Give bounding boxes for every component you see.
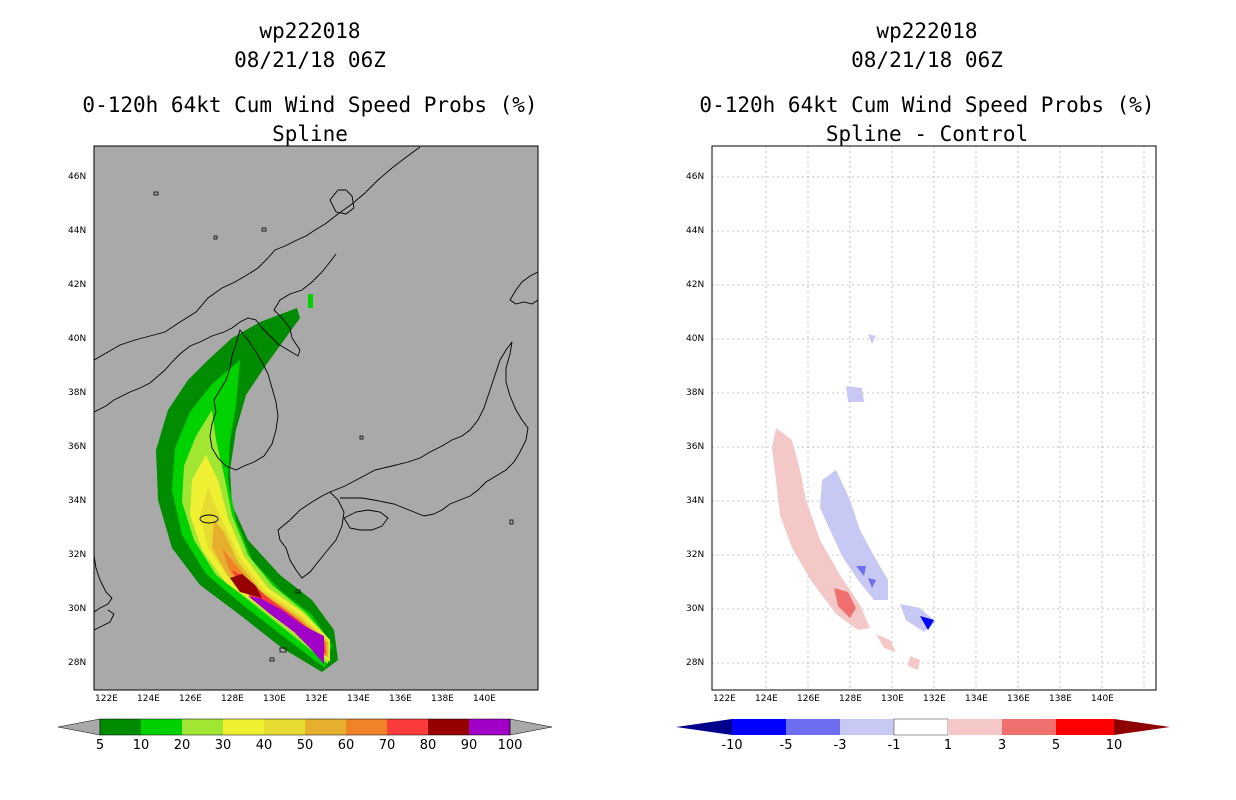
method-name: Spline - Control (825, 122, 1029, 146)
init-time: 08/21/18 06Z (851, 48, 1003, 72)
lat-tick-label: 34N (68, 496, 87, 506)
lat-tick-label: 30N (68, 604, 87, 614)
lat-tick-label: 42N (68, 280, 87, 290)
colorbar-label: -1 (887, 738, 901, 753)
colorbar-label: 100 (497, 738, 523, 753)
lon-tick-label: 126E (179, 694, 202, 704)
lon-tick-label: 134E (965, 694, 988, 704)
lon-tick-label: 130E (263, 694, 286, 704)
lon-tick-label: 136E (1007, 694, 1030, 704)
lat-tick-label: 40N (68, 334, 87, 344)
lat-tick-label: 38N (68, 388, 87, 398)
product-name: 0-120h 64kt Cum Wind Speed Probs (%) (699, 93, 1155, 117)
lon-tick-label: 128E (839, 694, 862, 704)
lat-tick-label: 44N (686, 226, 705, 236)
colorbar-label: 50 (296, 738, 314, 753)
left-colorbar (57, 718, 553, 736)
colorbar-label: 10 (132, 738, 150, 753)
lat-tick-label: 42N (686, 280, 705, 290)
colorbar-label: -10 (721, 738, 743, 753)
lat-tick-label: 46N (68, 172, 87, 182)
lon-tick-label: 132E (305, 694, 328, 704)
right-gridlines (712, 146, 1156, 690)
lon-tick-label: 138E (431, 694, 454, 704)
left-probability-swath (156, 294, 338, 672)
lon-tick-label: 124E (755, 694, 778, 704)
lon-tick-label: 132E (923, 694, 946, 704)
right-colorbar (676, 718, 1170, 736)
colorbar-label: 20 (173, 738, 191, 753)
colorbar-label: -3 (833, 738, 847, 753)
colorbar-label: 70 (378, 738, 396, 753)
colorbar-label: 3 (997, 738, 1007, 753)
lon-tick-label: 128E (221, 694, 244, 704)
right-panel-title: wp222018 08/21/18 06Z 0-120h 64kt Cum Wi… (667, 17, 1187, 149)
lat-tick-label: 46N (686, 172, 705, 182)
init-time: 08/21/18 06Z (234, 48, 386, 72)
colorbar-label: 80 (419, 738, 437, 753)
lon-tick-label: 122E (95, 694, 118, 704)
lon-tick-label: 136E (389, 694, 412, 704)
product-name: 0-120h 64kt Cum Wind Speed Probs (%) (82, 93, 538, 117)
lat-tick-label: 40N (686, 334, 705, 344)
lon-tick-label: 122E (713, 694, 736, 704)
lon-tick-label: 130E (881, 694, 904, 704)
lat-tick-label: 30N (686, 604, 705, 614)
lat-tick-label: 28N (68, 658, 87, 668)
storm-id: wp222018 (876, 19, 978, 43)
lat-tick-label: 38N (686, 388, 705, 398)
lon-tick-label: 124E (137, 694, 160, 704)
lon-tick-label: 134E (347, 694, 370, 704)
lat-tick-label: 44N (68, 226, 87, 236)
storm-id: wp222018 (259, 19, 361, 43)
lon-tick-label: 140E (473, 694, 496, 704)
colorbar-label: 5 (95, 738, 105, 753)
lat-tick-label: 28N (686, 658, 705, 668)
colorbar-label: 60 (337, 738, 355, 753)
colorbar-label: 5 (1051, 738, 1061, 753)
lat-tick-label: 36N (68, 442, 87, 452)
colorbar-label: 10 (1105, 738, 1123, 753)
lon-tick-label: 126E (797, 694, 820, 704)
lat-tick-label: 34N (686, 496, 705, 506)
left-panel-title: wp222018 08/21/18 06Z 0-120h 64kt Cum Wi… (50, 17, 570, 149)
colorbar-label: 40 (255, 738, 273, 753)
right-difference-field (772, 334, 936, 670)
lat-tick-label: 32N (68, 550, 87, 560)
colorbar-label: 1 (943, 738, 953, 753)
lon-tick-label: 138E (1049, 694, 1072, 704)
colorbar-label: -5 (779, 738, 793, 753)
lon-tick-label: 140E (1091, 694, 1114, 704)
lat-tick-label: 32N (686, 550, 705, 560)
colorbar-label: 30 (214, 738, 232, 753)
colorbar-label: 90 (460, 738, 478, 753)
lat-tick-label: 36N (686, 442, 705, 452)
method-name: Spline (272, 122, 348, 146)
